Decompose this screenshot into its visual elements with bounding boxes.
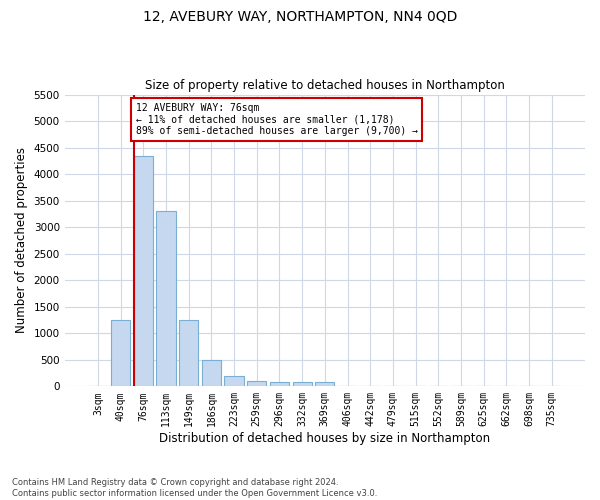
Bar [293,382,312,386]
X-axis label: Distribution of detached houses by size in Northampton: Distribution of detached houses by size … [159,432,490,445]
Bar [247,381,266,386]
Text: 12 AVEBURY WAY: 76sqm
← 11% of detached houses are smaller (1,178)
89% of semi-d: 12 AVEBURY WAY: 76sqm ← 11% of detached … [136,102,418,136]
Bar [134,156,153,386]
Bar [202,360,221,386]
Text: Contains HM Land Registry data © Crown copyright and database right 2024.
Contai: Contains HM Land Registry data © Crown c… [12,478,377,498]
Text: 12, AVEBURY WAY, NORTHAMPTON, NN4 0QD: 12, AVEBURY WAY, NORTHAMPTON, NN4 0QD [143,10,457,24]
Bar [224,376,244,386]
Bar [157,212,176,386]
Bar [315,382,334,386]
Bar [179,320,199,386]
Bar [270,382,289,386]
Bar [111,320,130,386]
Y-axis label: Number of detached properties: Number of detached properties [15,148,28,334]
Title: Size of property relative to detached houses in Northampton: Size of property relative to detached ho… [145,79,505,92]
